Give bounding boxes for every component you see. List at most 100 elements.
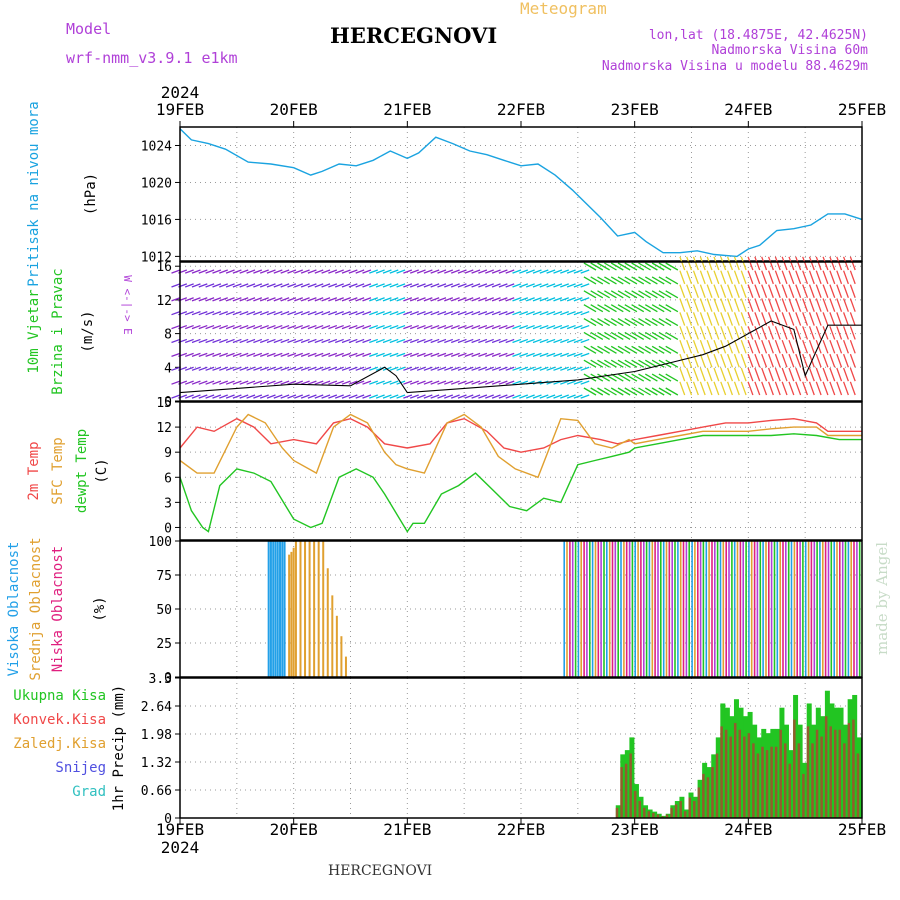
wind-arrow xyxy=(450,269,460,274)
wind-arrow xyxy=(219,311,228,316)
wind-arrow xyxy=(651,318,665,327)
wind-arrow xyxy=(686,381,693,396)
wind-arrow xyxy=(478,283,488,288)
wind-arrow xyxy=(747,284,754,298)
wind-arrow xyxy=(389,297,399,302)
wind-arrow xyxy=(239,366,249,371)
wind-arrow xyxy=(253,394,263,399)
wind-arrow xyxy=(836,284,843,298)
wind-arrow xyxy=(409,380,419,385)
wind-arrow xyxy=(733,367,740,382)
panel-frame xyxy=(179,126,863,262)
y-tick-label: 0 xyxy=(164,812,172,827)
wind-arrow xyxy=(580,352,590,358)
wind-arrow xyxy=(444,297,454,302)
wind-arrow xyxy=(314,269,324,274)
wind-arrow xyxy=(560,352,569,358)
wind-arrow xyxy=(829,284,836,299)
wind-arrow xyxy=(842,339,849,354)
wind-arrow xyxy=(624,387,638,396)
wind-arrow xyxy=(246,338,256,344)
wind-arrow xyxy=(604,387,617,396)
wind-arrow xyxy=(842,326,849,340)
precip-bar-conv xyxy=(793,719,796,818)
wind-arrow xyxy=(590,290,604,299)
wind-arrow xyxy=(815,312,822,326)
wind-arrow xyxy=(795,270,802,285)
wind-arrow xyxy=(369,324,378,330)
wind-arrow xyxy=(362,380,372,385)
wind-arrow xyxy=(457,283,467,288)
wind-arrow xyxy=(842,353,849,368)
wind-arrow xyxy=(849,339,856,354)
wind-arrow xyxy=(512,311,522,316)
panel-clouds xyxy=(175,540,863,678)
wind-arrow xyxy=(328,283,338,288)
wind-arrow xyxy=(341,352,351,358)
wind-arrow xyxy=(307,352,317,358)
precip-bar-conv xyxy=(811,743,814,818)
wind-arrow xyxy=(198,394,208,399)
wind-arrow xyxy=(437,283,447,288)
wind-arrow xyxy=(740,298,747,312)
wind-arrow xyxy=(396,297,406,302)
y-tick-label: 100 xyxy=(149,535,172,550)
series-line-dewpt Temp xyxy=(179,433,862,533)
wind-arrow xyxy=(191,394,201,399)
wind-arrow xyxy=(767,367,774,382)
wind-arrow xyxy=(644,373,658,382)
wind-arrow xyxy=(171,311,181,316)
wind-arrow xyxy=(184,394,194,399)
precip-bar-conv xyxy=(733,722,737,818)
wind-arrow xyxy=(583,331,597,341)
wind-arrow xyxy=(590,359,604,368)
wind-arrow xyxy=(532,297,542,302)
wind-arrow xyxy=(726,312,734,326)
wind-arrow xyxy=(842,284,849,298)
wind-arrow xyxy=(498,269,508,274)
wind-arrow xyxy=(485,338,494,344)
wind-arrow xyxy=(253,311,263,316)
wind-arrow xyxy=(604,318,617,327)
wind-arrow xyxy=(485,283,494,288)
x-year-bottom: 2024 xyxy=(161,838,200,857)
wind-arrow xyxy=(287,297,297,302)
wind-arrow xyxy=(590,387,604,396)
wind-arrow xyxy=(624,262,638,271)
wind-arrow xyxy=(437,324,447,330)
wind-arrow xyxy=(597,373,610,382)
wind-arrow xyxy=(457,380,467,385)
wind-arrow xyxy=(348,352,358,358)
y-tick-label: 1.32 xyxy=(141,756,172,771)
wind-arrow xyxy=(808,298,815,312)
wind-arrow xyxy=(505,366,515,371)
unit-clouds: (%) xyxy=(92,596,108,621)
wind-arrow xyxy=(198,283,208,288)
wind-arrow xyxy=(321,338,331,344)
wind-arrow xyxy=(747,256,754,271)
x-tick-label-bottom: 23FEB xyxy=(611,820,659,839)
wind-arrow xyxy=(512,352,522,358)
wind-arrow xyxy=(644,304,658,313)
wind-arrow xyxy=(498,297,508,302)
wind-arrow xyxy=(525,394,535,399)
wind-arrow xyxy=(774,270,781,285)
precip-bar-conv xyxy=(743,736,746,818)
wind-arrow xyxy=(560,311,569,316)
wind-arrow xyxy=(617,262,631,271)
wind-arrow xyxy=(239,324,249,330)
wind-arrow xyxy=(505,297,515,302)
x-year-top: 2024 xyxy=(161,83,200,102)
wind-arrow xyxy=(184,311,194,316)
wind-arrow xyxy=(665,318,679,327)
series-line-SFC Temp xyxy=(179,413,862,479)
wind-arrow xyxy=(679,367,686,382)
unit-wind: (m/s) xyxy=(80,310,96,352)
wind-arrow xyxy=(225,324,235,330)
x-tick-label-bottom: 25FEB xyxy=(838,820,886,839)
wind-arrow xyxy=(836,298,843,312)
wind-arrow xyxy=(212,394,222,399)
wind-arrow xyxy=(733,298,740,312)
wind-arrow xyxy=(580,394,590,399)
y-tick-label: 0 xyxy=(164,521,172,536)
